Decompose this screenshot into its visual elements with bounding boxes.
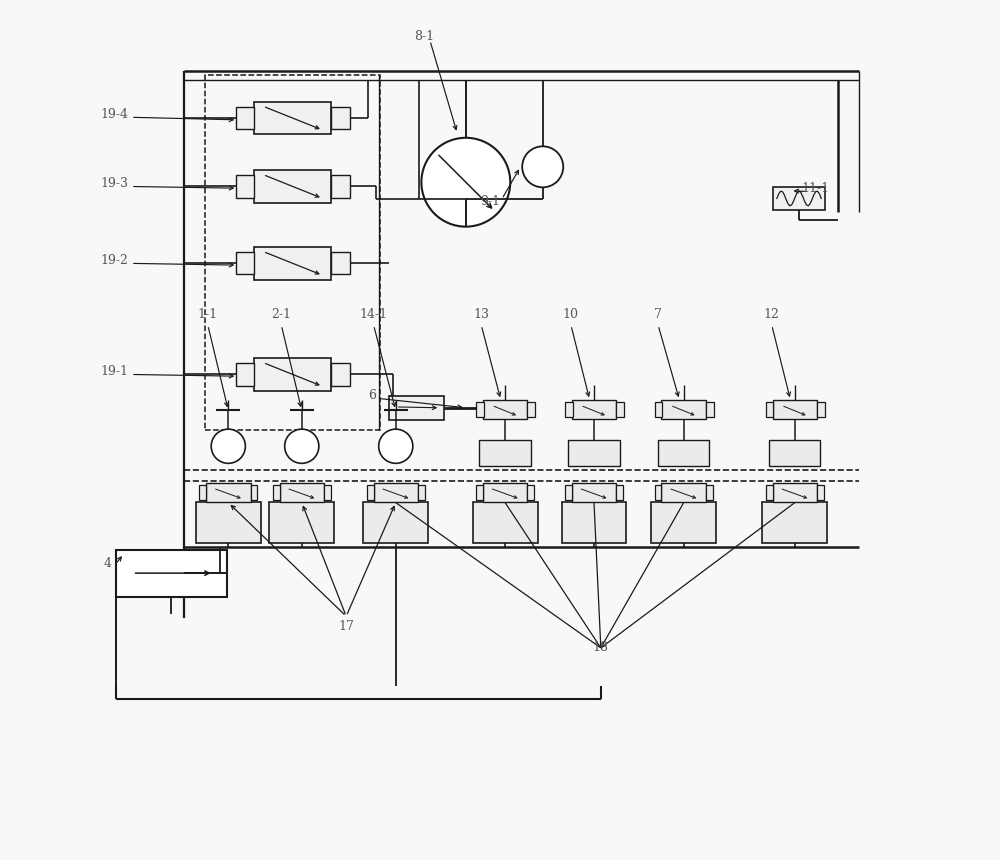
Text: 19-4: 19-4 [100,108,128,121]
Text: 13: 13 [473,308,489,321]
Bar [572,400,616,419]
Bar [651,501,716,543]
Bar [706,402,714,417]
Bar [254,170,331,203]
Bar [254,101,331,134]
Bar [269,501,334,543]
Bar [254,359,331,390]
Text: 1-1: 1-1 [198,308,218,321]
Text: 18: 18 [593,642,609,654]
Text: 19-2: 19-2 [100,255,128,267]
Circle shape [211,429,245,464]
Bar [251,485,257,500]
Text: 8-1: 8-1 [415,30,435,44]
Bar [331,364,350,385]
Bar [273,485,280,500]
Bar [661,483,706,501]
Bar [367,485,374,500]
Circle shape [421,138,510,227]
Bar [616,402,624,417]
Bar [479,440,531,466]
Bar [418,485,425,500]
Circle shape [285,429,319,464]
Bar [527,485,534,500]
Bar [206,483,251,501]
Bar [236,364,254,385]
Text: 17: 17 [338,620,354,633]
Text: 11-1: 11-1 [802,181,830,194]
Bar [766,485,773,500]
Text: 14-1: 14-1 [359,308,388,321]
Bar [773,483,817,501]
Text: 19-3: 19-3 [100,177,128,190]
Text: 10: 10 [563,308,579,321]
Bar [324,485,331,500]
Bar [254,247,331,280]
Bar [762,501,827,543]
Bar [476,402,484,417]
Bar [389,396,444,420]
Circle shape [522,146,563,187]
Bar [205,76,380,430]
Bar [655,402,662,417]
Bar [616,485,623,500]
Bar [473,501,538,543]
Bar [817,485,824,500]
Bar [236,107,254,129]
Bar [568,440,620,466]
Bar [280,483,324,501]
Bar [769,440,820,466]
Text: 12: 12 [764,308,780,321]
Bar [199,485,206,500]
Bar [331,107,350,129]
Bar [817,402,825,417]
Bar [706,485,713,500]
Bar [562,501,626,543]
Text: 4: 4 [104,556,112,570]
Bar [483,400,527,419]
Bar [773,400,817,419]
Text: 2-1: 2-1 [271,308,291,321]
Circle shape [379,429,413,464]
Bar [483,483,527,501]
Bar [661,400,706,419]
Bar [565,402,573,417]
Text: 9-1: 9-1 [480,194,500,207]
Bar [565,485,572,500]
Bar [766,402,773,417]
Bar [476,485,483,500]
Bar [331,175,350,198]
Text: 6: 6 [368,390,376,402]
Bar [658,440,709,466]
Bar [116,550,227,597]
Bar [527,402,535,417]
Bar [773,187,825,210]
Bar [374,483,418,501]
Bar [572,483,616,501]
Bar [196,501,261,543]
Text: 7: 7 [654,308,662,321]
Bar [655,485,661,500]
Bar [236,252,254,274]
Bar [331,252,350,274]
Bar [236,175,254,198]
Bar [363,501,428,543]
Text: 19-1: 19-1 [100,366,128,378]
